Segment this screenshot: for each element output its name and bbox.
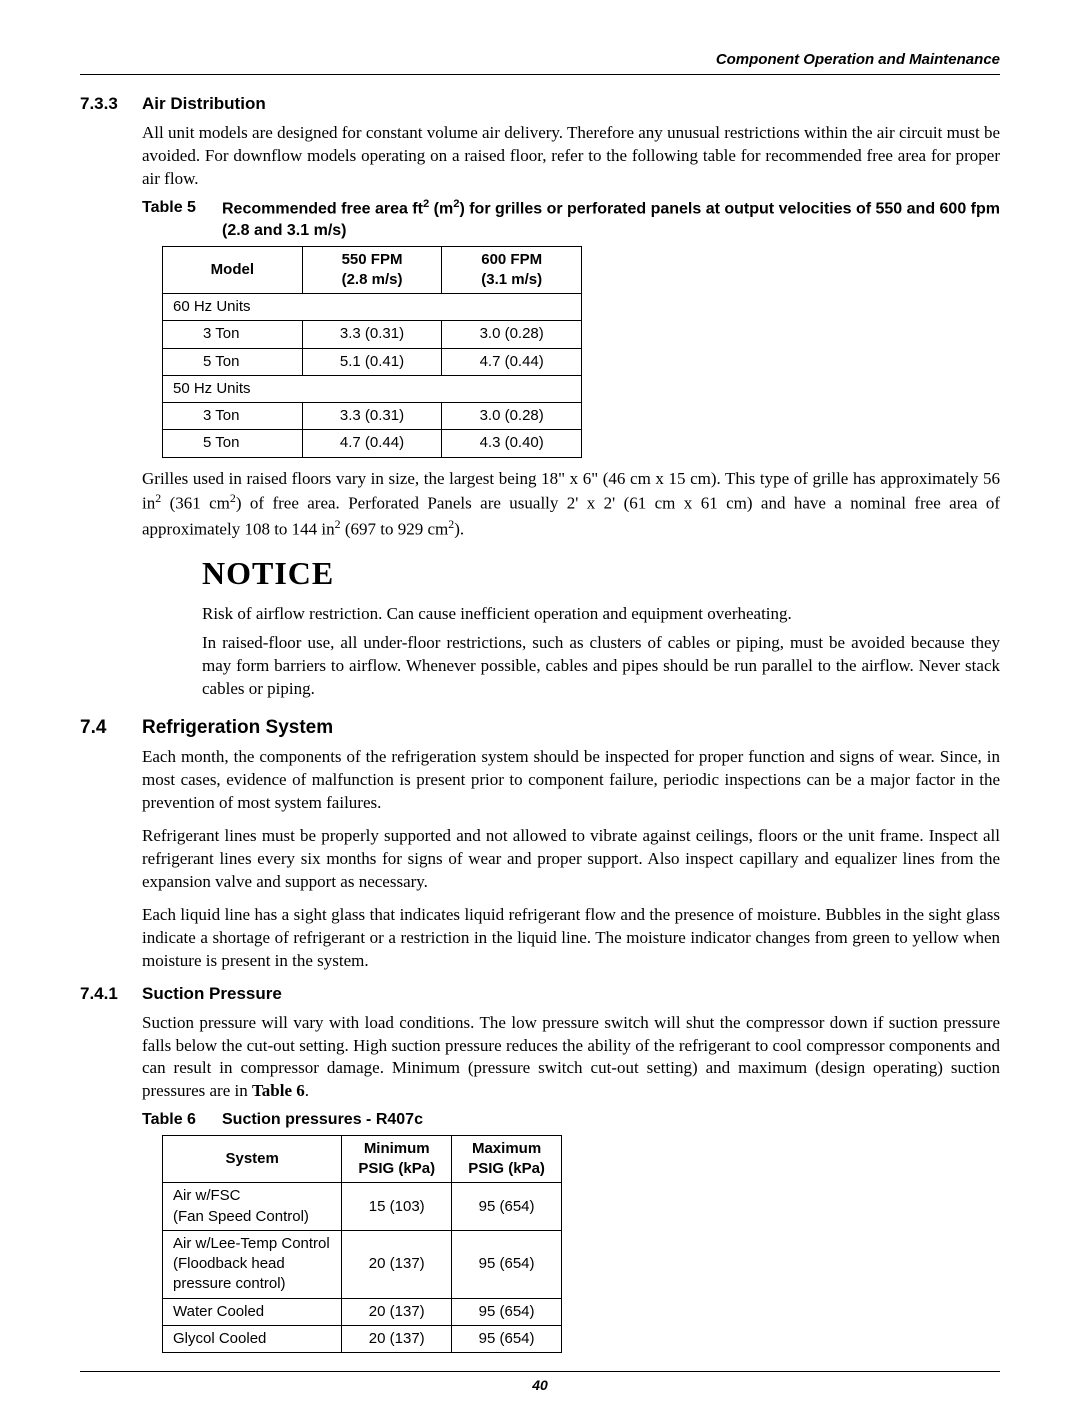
cell-l1: Air w/FSC: [173, 1187, 241, 1204]
table5: Model 550 FPM (2.8 m/s) 600 FPM (3.1 m/s…: [162, 246, 582, 458]
notice-p1: Risk of airflow restriction. Can cause i…: [202, 603, 1000, 626]
para: Refrigerant lines must be properly suppo…: [142, 825, 1000, 894]
heading-num: 7.4.1: [80, 983, 142, 1006]
th-min: Minimum PSIG (kPa): [342, 1135, 452, 1183]
heading-num: 7.4: [80, 715, 142, 741]
cell-l2: (Fan Speed Control): [173, 1208, 309, 1225]
para: Each liquid line has a sight glass that …: [142, 904, 1000, 973]
th-system: System: [163, 1135, 342, 1183]
heading-text: Refrigeration System: [142, 715, 333, 741]
th-min-l1: Minimum: [364, 1140, 430, 1157]
notice-p2: In raised-floor use, all under-floor res…: [202, 632, 1000, 701]
group-60hz: 60 Hz Units: [163, 294, 582, 321]
cell: 5.1 (0.41): [302, 348, 442, 375]
para: All unit models are designed for constan…: [142, 122, 1000, 191]
th-550-l1: 550 FPM: [342, 251, 403, 268]
cell-l3: pressure control): [173, 1275, 286, 1292]
cell: 20 (137): [342, 1325, 452, 1352]
th-600-l1: 600 FPM: [481, 251, 542, 268]
cell: 95 (654): [452, 1325, 562, 1352]
cell: 3 Ton: [163, 403, 303, 430]
notice-title: NOTICE: [202, 552, 1000, 595]
page-number: 40: [80, 1376, 1000, 1395]
cell: 4.7 (0.44): [302, 430, 442, 457]
cell: 20 (137): [342, 1298, 452, 1325]
table-label: Table 6: [142, 1109, 222, 1131]
cell: 5 Ton: [163, 348, 303, 375]
para: Each month, the components of the refrig…: [142, 746, 1000, 815]
table-caption-text: Recommended free area ft2 (m2) for grill…: [222, 197, 1000, 242]
th-550-l2: (2.8 m/s): [342, 271, 403, 288]
heading-text: Suction Pressure: [142, 983, 282, 1006]
cell: 95 (654): [452, 1298, 562, 1325]
th-min-l2: PSIG (kPa): [358, 1160, 435, 1177]
th-600: 600 FPM (3.1 m/s): [442, 246, 582, 294]
table6-caption: Table 6 Suction pressures - R407c: [142, 1109, 1000, 1131]
cell: 4.3 (0.40): [442, 430, 582, 457]
cell: 20 (137): [342, 1230, 452, 1298]
cell: 15 (103): [342, 1183, 452, 1231]
cell: Air w/Lee-Temp Control (Floodback head p…: [163, 1230, 342, 1298]
header-right: Component Operation and Maintenance: [80, 50, 1000, 74]
cell: 95 (654): [452, 1230, 562, 1298]
heading-text: Air Distribution: [142, 93, 266, 116]
cell: 95 (654): [452, 1183, 562, 1231]
top-rule: [80, 74, 1000, 75]
th-600-l2: (3.1 m/s): [481, 271, 542, 288]
heading-7-3-3: 7.3.3 Air Distribution: [80, 93, 1000, 116]
cell: Air w/FSC (Fan Speed Control): [163, 1183, 342, 1231]
cell-l1: Air w/Lee-Temp Control: [173, 1235, 330, 1252]
th-550: 550 FPM (2.8 m/s): [302, 246, 442, 294]
cell-l2: (Floodback head: [173, 1255, 285, 1272]
th-max-l2: PSIG (kPa): [468, 1160, 545, 1177]
table-caption-text: Suction pressures - R407c: [222, 1109, 1000, 1131]
para: Suction pressure will vary with load con…: [142, 1012, 1000, 1104]
th-model: Model: [163, 246, 303, 294]
cell: 3.0 (0.28): [442, 403, 582, 430]
table5-caption: Table 5 Recommended free area ft2 (m2) f…: [142, 197, 1000, 242]
cell: 3 Ton: [163, 321, 303, 348]
heading-7-4-1: 7.4.1 Suction Pressure: [80, 983, 1000, 1006]
heading-num: 7.3.3: [80, 93, 142, 116]
cell: 3.0 (0.28): [442, 321, 582, 348]
table-label: Table 5: [142, 197, 222, 242]
table6: System Minimum PSIG (kPa) Maximum PSIG (…: [162, 1135, 562, 1353]
cell: 3.3 (0.31): [302, 403, 442, 430]
heading-7-4: 7.4 Refrigeration System: [80, 715, 1000, 741]
th-max-l1: Maximum: [472, 1140, 541, 1157]
cell: 4.7 (0.44): [442, 348, 582, 375]
grilles-para: Grilles used in raised floors vary in si…: [142, 468, 1000, 542]
cell: 3.3 (0.31): [302, 321, 442, 348]
cell: 5 Ton: [163, 430, 303, 457]
cell: Glycol Cooled: [163, 1325, 342, 1352]
th-max: Maximum PSIG (kPa): [452, 1135, 562, 1183]
group-50hz: 50 Hz Units: [163, 375, 582, 402]
cell: Water Cooled: [163, 1298, 342, 1325]
bottom-rule: [80, 1371, 1000, 1372]
